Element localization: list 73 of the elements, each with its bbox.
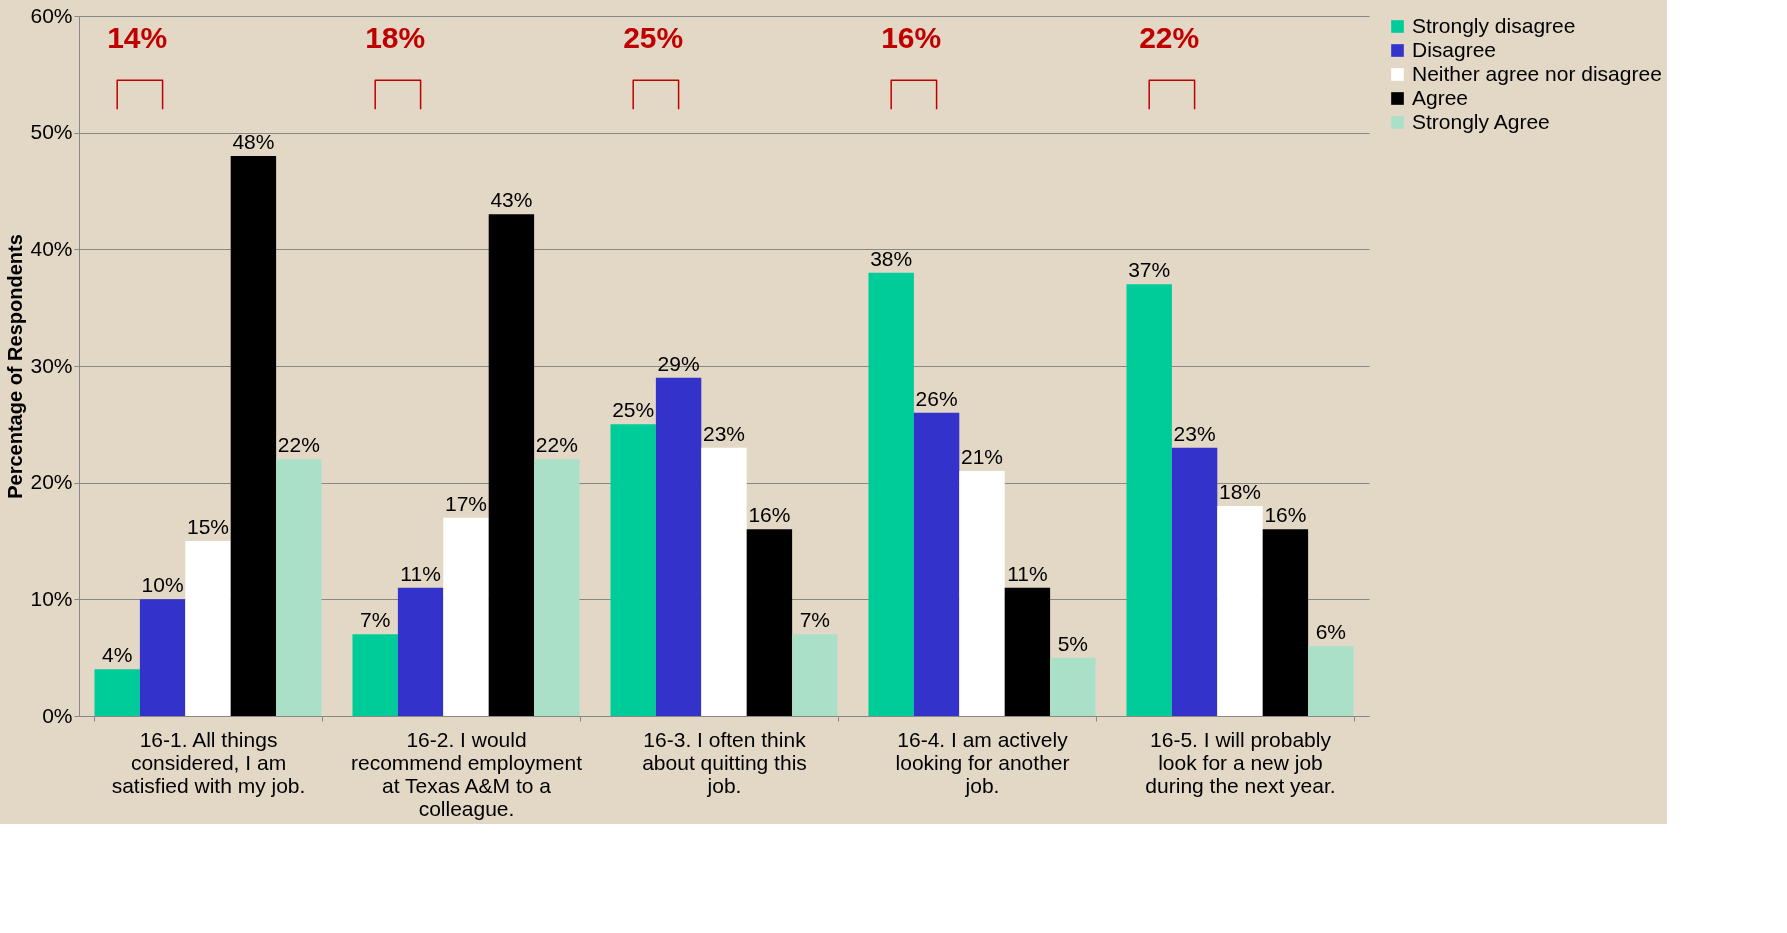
- bar: [94, 669, 140, 716]
- annotation: 25%: [623, 21, 684, 55]
- bar: [488, 214, 535, 716]
- data-label: 22%: [535, 433, 578, 457]
- data-label: 10%: [141, 573, 184, 597]
- data-label: 48%: [232, 130, 275, 153]
- x-tick-label: 16-1. All things considered, I am satisfied with my job.: [111, 727, 306, 797]
- legend-label: Disagree: [1412, 37, 1497, 61]
- data-label: 18%: [1218, 480, 1262, 503]
- bar: [1308, 646, 1354, 716]
- bar: [443, 517, 489, 716]
- annotation: 16%: [881, 21, 942, 55]
- bar: [792, 634, 838, 716]
- legend-label: Strongly Agree: [1412, 109, 1550, 133]
- data-label: 23%: [702, 421, 746, 445]
- annotation: 14%: [107, 21, 168, 55]
- data-label: 21%: [960, 445, 1004, 468]
- bar: [1050, 657, 1096, 716]
- y-tick-label: 50%: [30, 120, 73, 144]
- data-label: 17%: [444, 491, 488, 515]
- data-label: 11%: [1007, 561, 1048, 585]
- data-label: 16%: [1264, 503, 1307, 527]
- legend-label: Strongly disagree: [1412, 13, 1576, 37]
- y-tick-label: 40%: [30, 236, 73, 260]
- bar: [959, 471, 1005, 716]
- bar: [655, 377, 702, 716]
- data-label: 43%: [490, 188, 533, 212]
- bar: [610, 424, 656, 716]
- data-label: 7%: [360, 608, 391, 632]
- y-tick-label: 10%: [30, 586, 73, 610]
- bar: [534, 459, 580, 716]
- bar: [276, 459, 322, 716]
- data-label: 29%: [657, 351, 700, 375]
- bar: [1262, 529, 1309, 716]
- x-tick-label: 16-5. I will probably look for a new job during the next year.: [1145, 727, 1336, 797]
- legend-label: Neither agree nor disagree: [1412, 61, 1662, 85]
- data-label: 26%: [915, 386, 958, 410]
- data-label: 11%: [400, 561, 441, 585]
- bar: [397, 587, 444, 716]
- bar: [913, 412, 960, 716]
- data-label: 22%: [277, 433, 320, 457]
- bar: [139, 599, 186, 716]
- data-label: 6%: [1315, 620, 1346, 643]
- bar: [352, 634, 398, 716]
- bar: [1217, 506, 1263, 716]
- data-label: 7%: [799, 608, 830, 632]
- bar: [868, 272, 914, 716]
- data-label: 5%: [1057, 631, 1088, 655]
- data-label: 23%: [1173, 421, 1216, 445]
- data-label: 25%: [612, 398, 655, 422]
- y-tick-label: 20%: [30, 470, 73, 494]
- y-tick-label: 60%: [30, 3, 73, 27]
- y-tick-label: 30%: [30, 353, 73, 377]
- x-tick-label: 16-4. I am actively looking for another job.: [895, 727, 1070, 797]
- data-label: 37%: [1128, 258, 1171, 282]
- x-tick-label: 16-3. I often think about quitting this job.: [642, 727, 807, 797]
- bar: [185, 541, 231, 716]
- bar: [230, 156, 277, 716]
- y-axis-title: Percentage of Respondents: [4, 234, 27, 499]
- data-label: 15%: [186, 515, 230, 538]
- data-label: 4%: [102, 643, 133, 667]
- data-label: 16%: [748, 503, 791, 527]
- x-tick-label: 16-2. I would recommend employment at Texas A&M to a colleague.: [350, 727, 583, 820]
- bar: [1126, 284, 1172, 716]
- bar: [1171, 447, 1218, 716]
- annotation: 22%: [1139, 21, 1200, 55]
- bar: [746, 529, 793, 716]
- bar: [701, 447, 747, 716]
- bar: [1004, 587, 1051, 716]
- annotation: 18%: [365, 21, 426, 55]
- y-tick-label: 0%: [42, 703, 73, 727]
- legend-label: Agree: [1412, 85, 1469, 109]
- data-label: 38%: [870, 246, 913, 270]
